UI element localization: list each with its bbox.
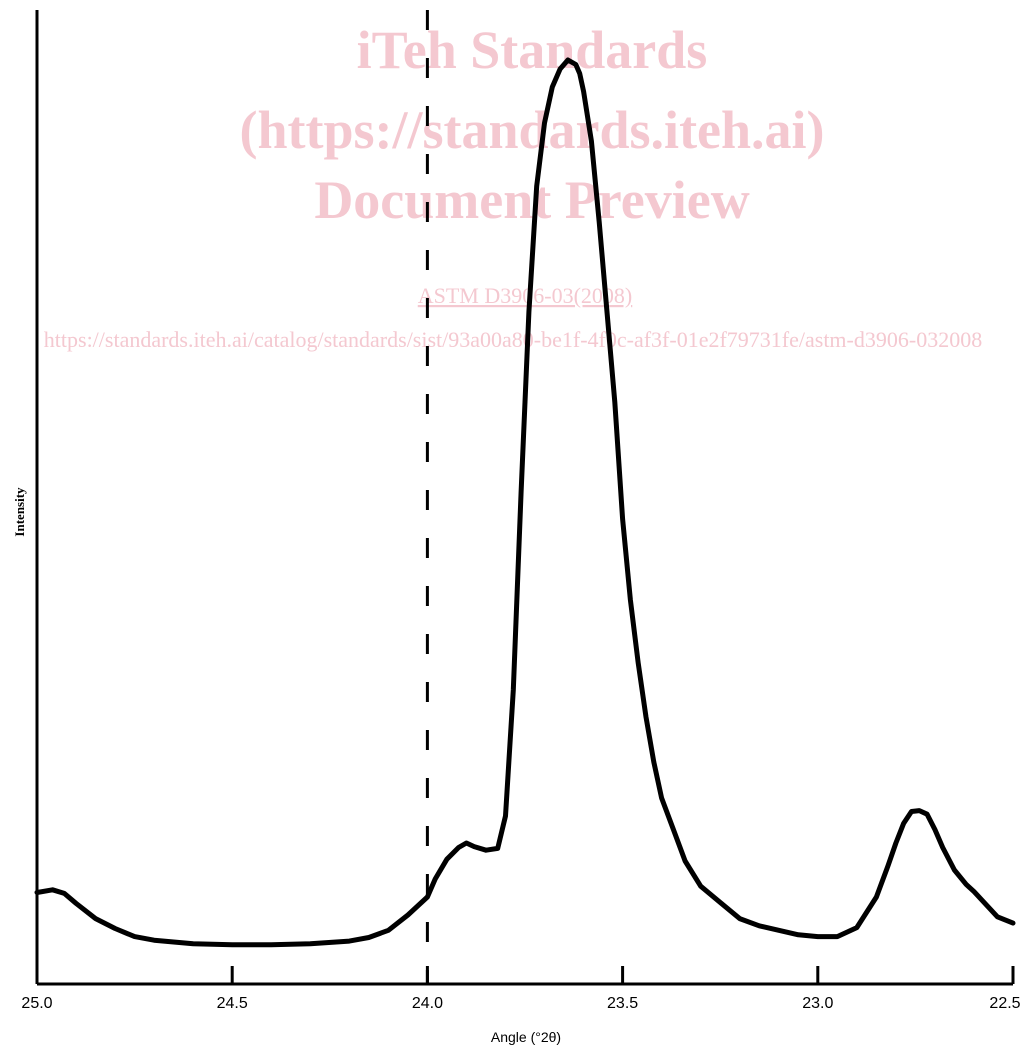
watermark-preview: Document Preview	[314, 170, 749, 230]
x-tick-label: 25.0	[21, 995, 52, 1012]
x-tick-label: 22.5	[989, 995, 1020, 1012]
watermark: iTeh Standards (https://standards.iteh.a…	[44, 20, 982, 352]
watermark-title: iTeh Standards	[357, 20, 708, 80]
x-tick-label: 24.5	[217, 995, 248, 1012]
x-axis-label: Angle (°2θ)	[491, 1029, 561, 1045]
y-axis-label: Intensity	[12, 487, 27, 537]
intensity-curve	[34, 57, 1016, 948]
x-tick-label: 23.5	[607, 995, 638, 1012]
x-tick-label: 23.0	[802, 995, 833, 1012]
watermark-url-heading: (https://standards.iteh.ai)	[239, 100, 824, 160]
x-tick-label: 24.0	[412, 995, 443, 1012]
watermark-doc-link[interactable]: ASTM D3906-03(2008)	[418, 283, 633, 308]
watermark-catalog-url[interactable]: https://standards.iteh.ai/catalog/standa…	[44, 327, 982, 352]
x-ticks: 25.0 24.5 24.0 23.5 23.0 22.5	[21, 966, 1021, 1012]
